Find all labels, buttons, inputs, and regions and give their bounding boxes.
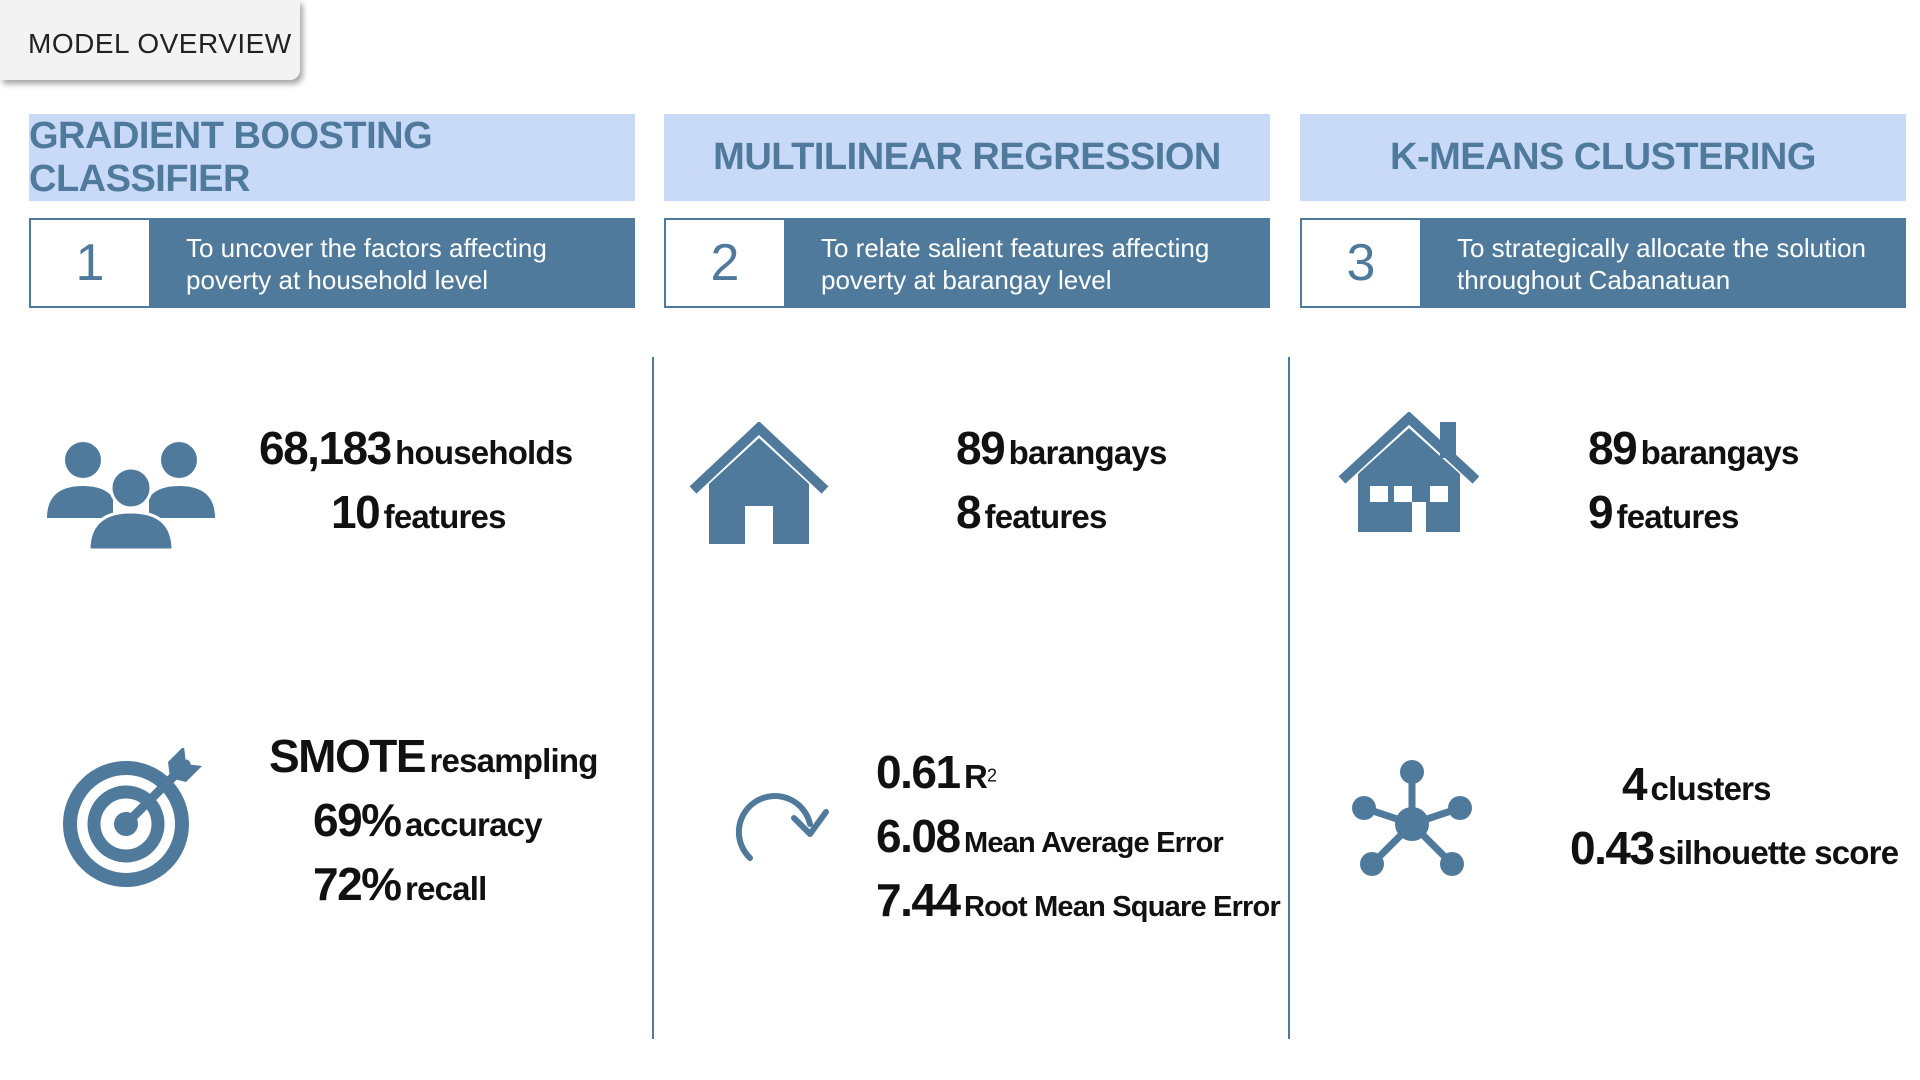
stat-label: features [1616,498,1740,535]
stat-value: 4 [1622,758,1648,810]
stat-label: accuracy [405,806,543,843]
stats-top: 89 barangays 9 features [1588,416,1799,544]
redo-arrow-icon [735,793,829,861]
stat-label: R [963,758,988,795]
objective-number: 1 [31,220,149,306]
objective-text: To strategically allocate the solution t… [1457,233,1867,295]
model-overview-tab[interactable]: MODEL OVERVIEW [0,0,300,80]
column-title: GRADIENT BOOSTING CLASSIFIER [29,114,635,201]
cluster-network-icon [1352,760,1472,876]
stat-label: barangays [1640,434,1800,471]
stat-label: barangays [1008,434,1168,471]
house-with-chimney-icon [1338,412,1480,532]
column-divider [1288,357,1290,1039]
stats-bottom: 0.61 R2 6.08 Mean Average Error 7.44 Roo… [876,740,1281,932]
objective-number: 3 [1302,220,1420,306]
stat-label: features [984,498,1108,535]
objective-number: 2 [666,220,784,306]
objective-box: 3 To strategically allocate the solution… [1300,218,1906,308]
stats-bottom: SMOTE resampling 69% accuracy 72% recall [269,724,598,916]
superscript: 2 [987,765,998,786]
stat-label: silhouette score [1657,834,1899,871]
tab-label: MODEL OVERVIEW [28,28,292,59]
stat-label: features [383,498,507,535]
stat-label: resampling [429,742,599,779]
column-title: MULTILINEAR REGRESSION [664,114,1270,201]
stat-value: 68,183 [259,422,392,474]
people-group-icon [47,442,215,550]
stat-value: 10 [331,486,381,538]
stat-value: 0.61 [876,746,961,798]
stats-bottom: 4 clusters 0.43 silhouette score [1570,752,1899,880]
stat-value: 6.08 [876,810,961,862]
stat-label: households [395,434,573,471]
stat-value: 9 [1588,486,1614,538]
objective-box: 2 To relate salient features affecting p… [664,218,1270,308]
column-divider [652,357,654,1039]
column-title: K-MEANS CLUSTERING [1300,114,1906,201]
column-kmeans-clustering: K-MEANS CLUSTERING 3 To strategically al… [1300,0,1910,1080]
objective-text: To relate salient features affecting pov… [821,233,1210,295]
objective-box: 1 To uncover the factors affecting pover… [29,218,635,308]
stat-value: 8 [956,486,982,538]
objective-text: To uncover the factors affecting poverty… [186,233,547,295]
stat-label: Root Mean Square Error [963,891,1281,923]
stat-value: 89 [956,422,1006,474]
stat-label: Mean Average Error [963,827,1224,859]
stat-label: clusters [1650,770,1772,807]
stat-value: 89 [1588,422,1638,474]
stat-value: 72% [313,858,402,910]
stat-label: recall [405,870,487,907]
column-multilinear-regression: MULTILINEAR REGRESSION 2 To relate salie… [664,0,1281,1080]
house-icon [689,422,829,544]
stat-value: 0.43 [1570,822,1655,874]
stat-value: 69% [313,794,402,846]
column-gradient-boosting: GRADIENT BOOSTING CLASSIFIER 1 To uncove… [29,0,639,1080]
stat-value: 7.44 [876,874,961,926]
stats-top: 89 barangays 8 features [956,416,1167,544]
stats-top: 68,183 households 10 features [259,416,573,544]
target-icon [63,748,202,887]
stat-value: SMOTE [269,730,427,782]
